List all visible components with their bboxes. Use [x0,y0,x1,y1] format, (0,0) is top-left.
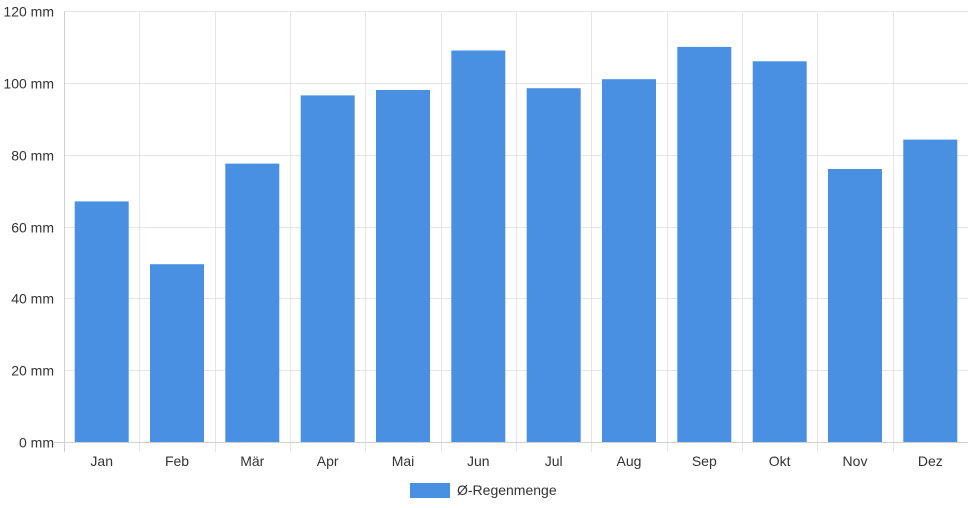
x-tick-label: Apr [317,453,339,469]
legend-swatch [410,483,450,498]
bar [752,61,807,443]
x-tick-label: Dez [918,453,943,469]
x-tick-label: Mär [240,453,264,469]
legend[interactable]: Ø-Regenmenge [410,482,557,498]
y-tick-label: 120 mm [3,4,54,20]
bar [74,201,129,442]
x-tick-label: Feb [165,453,189,469]
bar [150,264,204,442]
legend-label: Ø-Regenmenge [457,482,557,498]
grid-layer [64,11,968,452]
x-tick-label: Mai [392,453,415,469]
y-tick-label: 100 mm [3,76,54,92]
bar [225,163,280,442]
bar [376,90,430,442]
bars-layer [74,46,958,443]
x-tick-label: Sep [692,453,717,469]
x-tick-label: Okt [769,453,791,469]
bar [526,88,581,442]
bar [451,50,506,442]
y-tick-label: 0 mm [19,435,54,451]
bar [300,95,355,443]
x-tick-label: Nov [843,453,868,469]
x-tick-label: Jan [90,453,113,469]
y-tick-label: 80 mm [11,148,54,164]
y-tick-label: 40 mm [11,291,54,307]
x-tick-label: Jun [467,453,490,469]
x-tick-label: Jul [545,453,563,469]
x-tick-label: Aug [617,453,642,469]
bar [602,79,656,442]
axes-layer: 0 mm 20 mm 40 mm 60 mm 80 mm 100 mm 120 mm Jan F… [3,4,968,469]
bar [903,139,958,442]
y-tick-label: 20 mm [11,363,54,379]
bar [828,169,882,442]
y-tick-label: 60 mm [11,220,54,236]
bar [677,46,732,443]
